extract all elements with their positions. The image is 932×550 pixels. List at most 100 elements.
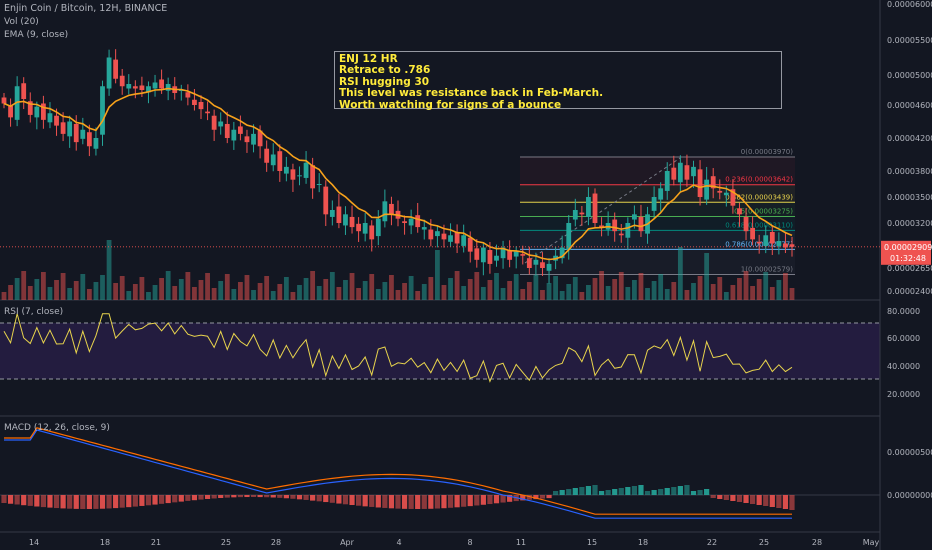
time-axis-label: May — [863, 538, 880, 547]
volume-bar — [395, 290, 401, 300]
macd-histogram-bar — [53, 495, 60, 509]
macd-histogram-bar — [73, 495, 79, 509]
candle-body — [356, 223, 361, 232]
macd-histogram-bar — [605, 490, 611, 495]
macd-histogram-bar — [612, 489, 618, 495]
macd-histogram-bar — [526, 495, 532, 500]
macd-histogram-bar — [303, 495, 309, 500]
volume-bar — [572, 277, 578, 300]
macd-histogram-bar — [434, 495, 440, 509]
candle-body — [723, 192, 729, 196]
candle-body — [664, 171, 670, 191]
volume-bar — [349, 273, 355, 300]
candle-body — [461, 235, 467, 246]
candle-body — [41, 103, 46, 120]
time-axis-label: 14 — [29, 538, 39, 547]
volume-bar — [618, 272, 624, 300]
fib-band — [520, 156, 795, 185]
volume-bar — [677, 247, 683, 300]
annotation-line: This level was resistance back in Feb-Ma… — [339, 87, 604, 100]
volume-bar — [697, 276, 703, 300]
macd-histogram-bar — [106, 495, 112, 509]
candle-body — [513, 251, 519, 257]
symbol-legend[interactable]: Enjin Coin / Bitcoin, 12H, BINANCE — [4, 3, 168, 14]
volume-bar — [691, 283, 696, 300]
time-axis-label: 11 — [516, 538, 526, 547]
volume-bar — [579, 292, 585, 300]
macd-histogram-bar — [743, 495, 749, 503]
volume-bar — [290, 292, 296, 300]
macd-histogram-bar — [769, 495, 775, 507]
volume-bar — [513, 274, 519, 300]
candle-body — [382, 201, 388, 222]
macd-legend[interactable]: MACD (12, 26, close, 9) — [4, 423, 110, 433]
macd-histogram-bar — [27, 495, 33, 506]
candle-body — [126, 84, 132, 89]
macd-histogram-bar — [290, 495, 296, 499]
candle-body — [211, 115, 217, 130]
volume-bar — [651, 281, 657, 300]
candle-body — [343, 214, 348, 226]
volume-bar — [467, 279, 473, 300]
candle-body — [586, 197, 591, 217]
candle-body — [467, 237, 473, 252]
time-axis-label: 18 — [100, 538, 110, 547]
volume-bar — [454, 271, 460, 300]
volume-bar — [362, 281, 368, 300]
rsi-legend[interactable]: RSI (7, close) — [4, 307, 64, 317]
macd-axis-label: 0.00000500 — [887, 448, 932, 457]
volume-bar — [343, 280, 348, 300]
volume-legend[interactable]: Vol (20) — [4, 17, 39, 27]
volume-bar — [119, 276, 125, 300]
candle-body — [152, 82, 158, 89]
candle-body — [697, 169, 703, 197]
candle-body — [205, 111, 210, 114]
ema-legend[interactable]: EMA (9, close) — [4, 30, 69, 40]
candle-body — [244, 136, 250, 143]
macd-histogram-bar — [152, 495, 158, 505]
volume-bar — [448, 278, 453, 300]
candle-body — [257, 130, 263, 147]
candle-body — [769, 232, 775, 244]
candle-body — [454, 232, 460, 244]
macd-histogram-bar — [1, 495, 7, 503]
volume-bar — [389, 275, 394, 300]
macd-histogram-bar — [782, 495, 789, 509]
macd-histogram-bar — [447, 495, 454, 508]
volume-bar — [211, 288, 217, 300]
candle-body — [743, 216, 749, 232]
macd-histogram-bar — [277, 495, 283, 498]
macd-histogram-bar — [395, 495, 401, 509]
candle-body — [349, 216, 355, 228]
macd-histogram-bar — [178, 495, 184, 502]
volume-bar — [612, 279, 618, 300]
candle-body — [251, 133, 256, 145]
macd-histogram-bar — [710, 495, 716, 498]
macd-histogram-bar — [119, 495, 125, 508]
volume-bar — [218, 281, 224, 300]
candle-body — [625, 223, 631, 238]
macd-histogram-bar — [441, 495, 447, 509]
volume-bar — [526, 282, 532, 300]
macd-histogram-bar — [264, 495, 270, 498]
candle-body — [27, 101, 33, 115]
macd-histogram-bar — [533, 495, 539, 500]
time-axis-label: 21 — [151, 538, 161, 547]
volume-bar — [723, 292, 729, 300]
volume-bar — [737, 278, 742, 300]
candle-body — [86, 132, 92, 147]
volume-bar — [592, 278, 598, 300]
volume-bar — [21, 271, 27, 300]
candle-body — [763, 235, 769, 246]
fib-level-label: 0.236(0.00003642) — [725, 176, 793, 184]
candle-body — [310, 165, 316, 189]
annotation-box[interactable]: ENJ 12 HR Retrace to .786 RSI hugging 30… — [334, 51, 782, 111]
macd-histogram-bar — [730, 495, 736, 501]
macd-histogram-bar — [349, 495, 355, 506]
volume-bar — [638, 273, 644, 300]
macd-histogram-bar — [644, 491, 651, 495]
volume-bar — [632, 280, 637, 300]
candle-body — [421, 227, 427, 230]
candle-body — [402, 221, 407, 223]
